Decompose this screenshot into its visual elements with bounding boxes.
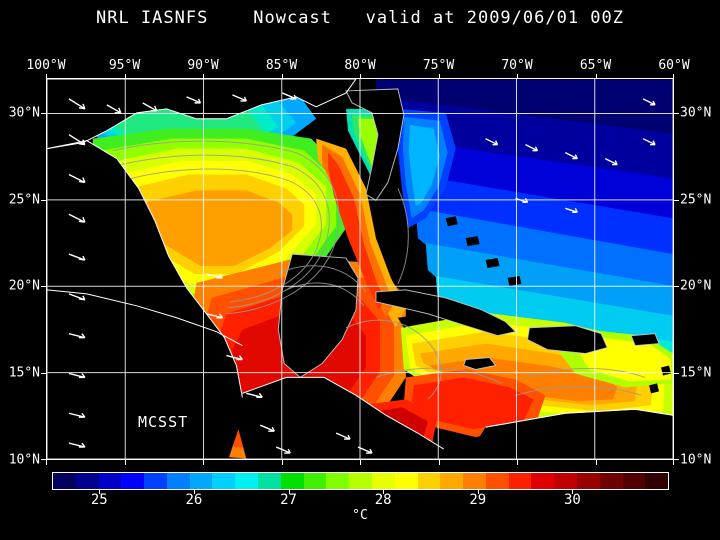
colorbar-swatch: [98, 473, 122, 489]
colorbar-swatch: [371, 473, 395, 489]
lon-label: 70°W: [501, 58, 533, 73]
map-plot-area: MCSST: [46, 78, 674, 460]
lat-label: 30°N: [680, 105, 712, 121]
colorbar-tick-label: 25: [90, 492, 108, 508]
colorbar-tick-label: 29: [469, 492, 487, 508]
lon-label: 65°W: [579, 58, 612, 73]
colorbar-swatch: [326, 473, 350, 489]
lat-label: 10°N: [680, 452, 712, 468]
colorbar-swatch: [235, 473, 259, 489]
colorbar-swatch: [144, 473, 167, 489]
lat-label: 20°N: [680, 278, 712, 294]
colorbar-swatch: [463, 473, 486, 489]
colorbar-swatch: [394, 473, 418, 489]
lon-label: 95°W: [108, 58, 141, 73]
colorbar-swatch: [258, 473, 281, 489]
colorbar-swatch: [485, 473, 509, 489]
longitude-ticks-bottom: [46, 460, 674, 465]
colorbar-tick-label: 28: [374, 492, 392, 508]
colorbar-tick-label: 26: [185, 492, 203, 508]
lat-label: 15°N: [680, 365, 712, 381]
sst-field: [47, 79, 673, 459]
colorbar-swatch: [622, 473, 646, 489]
colorbar-swatch: [508, 473, 532, 489]
colorbar-swatch: [303, 473, 327, 489]
latitude-ticks-right: [674, 78, 679, 460]
colorbar: [52, 472, 669, 490]
colorbar-swatch: [53, 473, 76, 489]
colorbar-swatch: [417, 473, 441, 489]
lat-label: 25°N: [680, 192, 712, 208]
product-label: MCSST: [138, 413, 189, 431]
lon-label: 85°W: [265, 58, 298, 73]
lon-label: 90°W: [187, 58, 219, 73]
colorbar-swatch: [280, 473, 304, 489]
longitude-axis-labels: 100°W 95°W 90°W 85°W 80°W 75°W 70°W 65°W 60°W: [26, 58, 689, 74]
lon-label: 75°W: [422, 58, 455, 73]
lat-label: 30°N: [8, 105, 40, 121]
colorbar-tick-label: 27: [280, 492, 297, 508]
colorbar-swatch: [349, 473, 372, 489]
colorbar-swatch: [531, 473, 555, 489]
colorbar-tick-label: 30: [563, 492, 581, 508]
colorbar-ticks: [52, 490, 669, 494]
lat-label: 20°N: [8, 278, 40, 294]
colorbar-unit-label: °C: [352, 508, 368, 523]
colorbar-swatch: [212, 473, 236, 489]
colorbar-swatch: [645, 473, 669, 489]
lon-label: 80°W: [344, 58, 376, 73]
lat-label: 15°N: [8, 365, 40, 381]
colorbar-swatch: [166, 473, 190, 489]
figure-title: NRL IASNFS Nowcast valid at 2009/06/01 0…: [95, 8, 625, 28]
lat-label: 25°N: [8, 192, 40, 208]
latitude-axis-labels-left: 30°N 25°N 20°N 15°N 10°N: [0, 78, 42, 467]
colorbar-swatch: [554, 473, 577, 489]
lon-label: 100°W: [26, 58, 66, 73]
colorbar-swatch: [576, 473, 600, 489]
longitude-ticks-top: [46, 74, 674, 79]
colorbar-swatch: [599, 473, 623, 489]
colorbar-swatch: [440, 473, 464, 489]
colorbar-swatch: [75, 473, 99, 489]
colorbar-swatch: [189, 473, 213, 489]
colorbar-swatch: [121, 473, 145, 489]
latitude-axis-labels-right: 30°N 25°N 20°N 15°N 10°N: [678, 78, 720, 467]
colorbar-tick-labels: 25 26 27 28 29 30: [52, 492, 669, 510]
lon-label: 60°W: [658, 58, 690, 73]
lat-label: 10°N: [8, 452, 40, 468]
latitude-ticks-left: [41, 78, 46, 460]
